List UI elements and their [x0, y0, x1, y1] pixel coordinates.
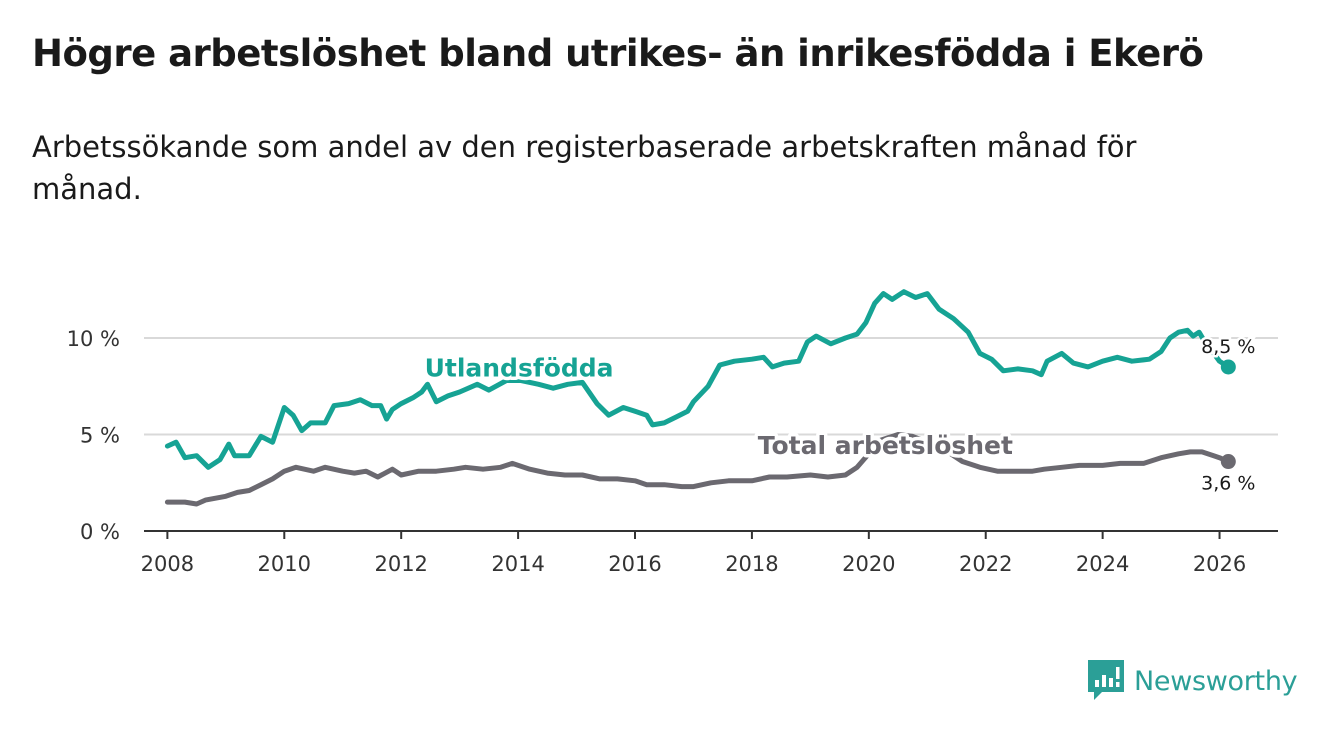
x-tick-label: 2012	[374, 552, 427, 576]
chart-title: Högre arbetslöshet bland utrikes- än inr…	[32, 32, 1204, 75]
y-tick-label: 10 %	[67, 327, 120, 351]
axes: 0 % 5 % 10 % 2008 2010 2012 2014 2016 2018 2020 20…	[67, 327, 1278, 576]
x-tick-label: 2026	[1193, 552, 1246, 576]
series-line-total	[164, 432, 1231, 507]
end-value-label-total: 3,6 %	[1201, 473, 1255, 495]
end-value-label-utlandsfodda: 8,5 %	[1201, 336, 1255, 358]
x-tick-label: 2008	[141, 552, 194, 576]
series-labels: 8,5 % 3,6 % Utlandsfödda Total arbetslöshet	[421, 333, 1258, 497]
y-tick-label: 0 %	[80, 520, 120, 544]
newsworthy-logo-text: Newsworthy	[1134, 665, 1298, 697]
grid-lines	[144, 337, 1278, 436]
x-tick-label: 2010	[258, 552, 311, 576]
newsworthy-logo-icon	[1088, 660, 1124, 700]
x-tick-label: 2024	[1076, 552, 1129, 576]
series-lines	[164, 289, 1236, 507]
x-tick-label: 2018	[725, 552, 778, 576]
x-tick-label: 2020	[842, 552, 895, 576]
series-line-utlandsfodda	[164, 289, 1231, 470]
y-tick-label: 5 %	[80, 424, 120, 448]
series-label-total: Total arbetslöshet	[758, 431, 1013, 460]
x-tick-label: 2014	[491, 552, 544, 576]
chart-subtitle: Arbetssökande som andel av den registerb…	[32, 130, 1137, 206]
series-label-utlandsfodda: Utlandsfödda	[425, 354, 614, 383]
x-tick-label: 2022	[959, 552, 1012, 576]
x-tick-label: 2016	[608, 552, 661, 576]
end-point-total	[1220, 454, 1236, 470]
end-point-utlandsfodda	[1220, 359, 1236, 375]
newsworthy-logo: Newsworthy	[1088, 660, 1298, 702]
